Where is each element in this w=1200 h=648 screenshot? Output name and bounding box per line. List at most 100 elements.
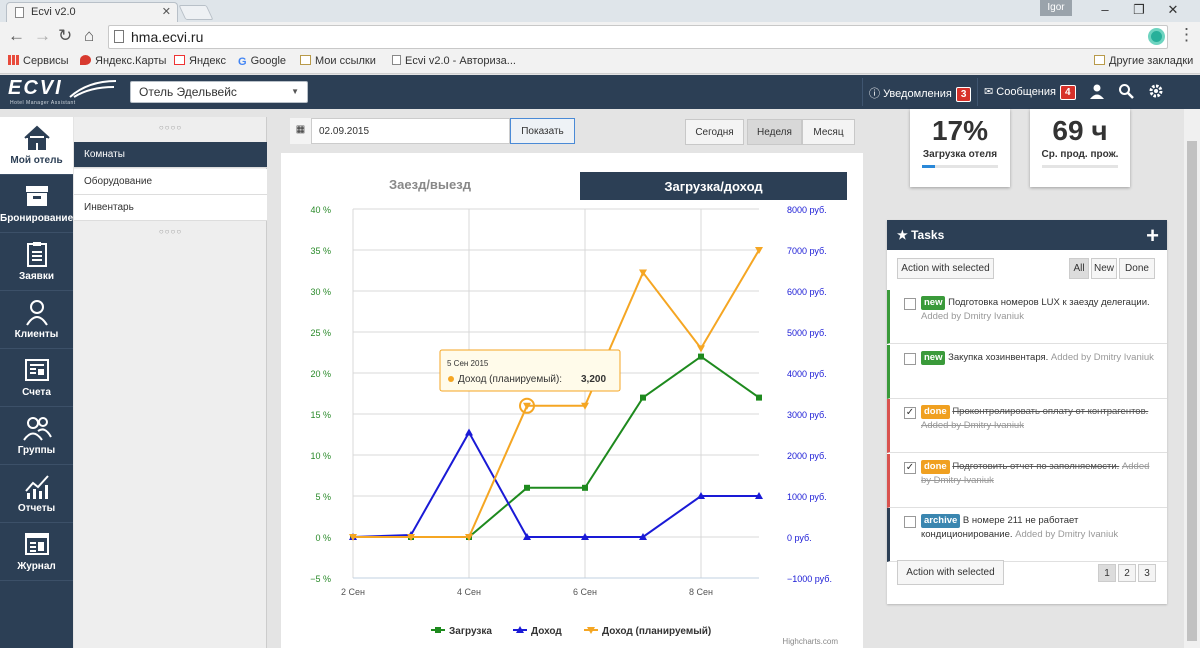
- notifications-button[interactable]: ⓘ Уведомления 3: [862, 78, 977, 106]
- task-item[interactable]: new Подготовка номеров LUX к заезду деле…: [887, 290, 1167, 344]
- task-item[interactable]: archive В номере 211 не работает кондици…: [887, 508, 1167, 562]
- sidebar-item-my-hotel[interactable]: Мой отель: [0, 117, 73, 175]
- task-checkbox[interactable]: [904, 298, 916, 310]
- submenu-item-inventory[interactable]: Инвентарь: [74, 195, 267, 221]
- task-checkbox[interactable]: [904, 516, 916, 528]
- new-tab-button[interactable]: [178, 5, 214, 20]
- task-tag: new: [921, 350, 946, 365]
- y-left-tick-label: 10 %: [310, 451, 331, 461]
- y-left-tick-label: −5 %: [310, 574, 331, 584]
- minimize-icon[interactable]: –: [1101, 2, 1109, 17]
- task-item[interactable]: ✓ done Подготовить отчет по заполняемости…: [887, 453, 1167, 508]
- calendar-icon[interactable]: ▦: [290, 118, 312, 144]
- filter-all[interactable]: All: [1069, 258, 1089, 279]
- x-tick-label: 8 Сен: [689, 587, 713, 597]
- user-icon[interactable]: [1089, 83, 1105, 99]
- archive-icon: [25, 186, 48, 206]
- bookmark-my-links[interactable]: Мои ссылки: [300, 55, 376, 67]
- hotel-select[interactable]: Отель Эдельвейс ▼: [130, 81, 308, 103]
- profile-badge[interactable]: Igor: [1040, 0, 1072, 16]
- task-checkbox[interactable]: ✓: [904, 461, 916, 474]
- y-right-tick-label: 4000 руб.: [787, 369, 827, 379]
- tab-checkin-checkout[interactable]: Заезд/выезд: [389, 177, 471, 192]
- chevron-down-icon: ▼: [291, 87, 299, 96]
- forward-icon[interactable]: →: [34, 26, 51, 45]
- drag-handle-top[interactable]: ○○○○: [158, 123, 183, 132]
- data-point: [523, 402, 531, 410]
- sidebar-item-groups[interactable]: Группы: [0, 407, 73, 465]
- page-scrollbar[interactable]: [1184, 109, 1200, 648]
- close-window-icon[interactable]: ✕: [1167, 2, 1179, 17]
- bookmark-google[interactable]: G Google: [238, 55, 287, 68]
- week-button[interactable]: Неделя: [747, 119, 802, 145]
- logo-swoosh-icon: [69, 80, 117, 98]
- close-tab-icon[interactable]: ✕: [161, 6, 171, 18]
- sidebar-item-invoices[interactable]: Счета: [0, 349, 73, 407]
- bookmark-services[interactable]: Сервисы: [8, 55, 69, 67]
- date-input[interactable]: 02.09.2015: [290, 118, 510, 144]
- y-right-tick-label: 3000 руб.: [787, 410, 827, 420]
- sidebar-item-requests[interactable]: Заявки: [0, 233, 73, 291]
- tasks-header: ★ Tasks: [887, 220, 1167, 250]
- url-input[interactable]: hma.ecvi.ru ☆: [108, 25, 1168, 49]
- filter-new[interactable]: New: [1091, 258, 1117, 279]
- task-checkbox[interactable]: ✓: [904, 407, 916, 419]
- task-item[interactable]: ✓ done Проконтролировать оплату от контра…: [887, 399, 1167, 453]
- drag-handle-bottom[interactable]: ○○○○: [158, 227, 183, 236]
- task-item[interactable]: new Закупка хозинвентаря. Added by Dmitr…: [887, 344, 1167, 399]
- maximize-icon[interactable]: ❐: [1133, 2, 1145, 17]
- submenu-item-equipment[interactable]: Оборудование: [74, 169, 267, 195]
- sidebar-item-reports[interactable]: Отчеты: [0, 465, 73, 523]
- sidebar-item-booking[interactable]: Бронирование: [0, 175, 73, 233]
- page-info-icon[interactable]: [114, 30, 124, 43]
- y-right-tick-label: 8000 руб.: [787, 205, 827, 215]
- search-icon[interactable]: [1118, 83, 1134, 99]
- home-icon[interactable]: ⌂: [84, 26, 95, 45]
- page-2-button[interactable]: 2: [1118, 564, 1136, 582]
- x-tick-label: 4 Сен: [457, 587, 481, 597]
- show-button[interactable]: Показать: [510, 118, 575, 144]
- submenu-item-rooms[interactable]: Комнаты: [74, 142, 267, 168]
- stat-progress: [1042, 165, 1118, 168]
- sidebar-item-clients[interactable]: Клиенты: [0, 291, 73, 349]
- stat-value: 69 ч: [1052, 115, 1108, 146]
- today-button[interactable]: Сегодня: [685, 119, 744, 145]
- chart-icon: [24, 475, 49, 499]
- clipboard-icon: [26, 242, 47, 267]
- sidebar-item-journal[interactable]: Журнал: [0, 523, 73, 581]
- add-task-button[interactable]: +: [1146, 223, 1159, 248]
- browser-tab[interactable]: Ecvi v2.0 ✕: [6, 2, 178, 22]
- gear-icon[interactable]: [1148, 83, 1164, 99]
- tooltip-bullet: [448, 376, 454, 382]
- data-point: [524, 484, 530, 491]
- page-3-button[interactable]: 3: [1138, 564, 1156, 582]
- task-author: Added by Dmitry Ivaniuk: [921, 420, 1024, 431]
- y-left-tick-label: 0 %: [315, 533, 331, 543]
- bookmark-other[interactable]: Другие закладки: [1094, 55, 1193, 67]
- month-button[interactable]: Месяц: [802, 119, 855, 145]
- page-1-button[interactable]: 1: [1098, 564, 1116, 582]
- task-checkbox[interactable]: [904, 352, 916, 365]
- back-icon[interactable]: ←: [8, 26, 25, 45]
- bookmark-yandex[interactable]: Яндекс: [174, 55, 226, 67]
- series-line-2: [353, 249, 760, 538]
- bookmark-yandex-maps[interactable]: Яндекс.Карты: [80, 55, 166, 67]
- tab-load-income[interactable]: Загрузка/доход: [580, 172, 847, 200]
- data-point: [755, 247, 763, 254]
- menu-icon[interactable]: ⋮: [1178, 25, 1195, 44]
- apps-icon: [8, 55, 19, 65]
- action-with-selected-button[interactable]: Action with selected: [897, 258, 994, 279]
- bookmark-ecvi[interactable]: Ecvi v2.0 - Авториза...: [392, 55, 516, 67]
- info-icon: ⓘ: [869, 88, 880, 100]
- data-point: [697, 345, 705, 353]
- y-left-tick-label: 35 %: [310, 246, 331, 256]
- filter-done[interactable]: Done: [1119, 258, 1155, 279]
- action-with-selected-button-bottom[interactable]: Action with selected: [897, 560, 1004, 585]
- logo[interactable]: ECVI Hotel Manager Assistant: [8, 77, 118, 109]
- extension-icon[interactable]: [1148, 28, 1165, 45]
- reload-icon[interactable]: ↻: [58, 26, 73, 45]
- messages-button[interactable]: ✉ Сообщения 4: [977, 78, 1082, 106]
- scrollbar-thumb[interactable]: [1187, 141, 1197, 641]
- group-icon: [22, 417, 52, 441]
- data-point: [349, 534, 357, 541]
